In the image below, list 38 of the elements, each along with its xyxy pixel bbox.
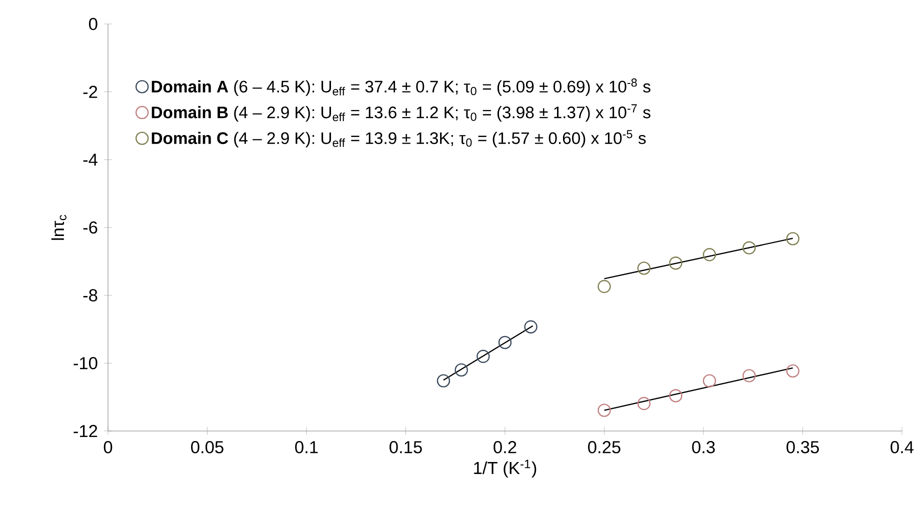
point	[702, 248, 716, 262]
x-tick-label: 0.2	[494, 441, 516, 454]
point	[669, 256, 682, 270]
point	[454, 363, 468, 377]
point	[669, 389, 682, 402]
point	[637, 396, 651, 410]
y-tick-label: -2	[83, 86, 98, 98]
y-tick-label: 0	[88, 18, 98, 30]
y-tick-label: -10	[74, 357, 98, 370]
y-tick-label: -4	[83, 154, 98, 166]
y-tick-label: -12	[74, 424, 98, 438]
point	[742, 241, 756, 254]
x-tick-label: 0.25	[588, 441, 620, 454]
point	[786, 364, 800, 378]
x-tick-label: 0.35	[786, 441, 819, 454]
point	[598, 404, 611, 417]
point	[637, 262, 651, 275]
x-tick-label: 0.05	[191, 441, 224, 454]
legend-label: Domain C (4 – 2.9 K): U$_{eff}$ = 13.9 ± 1.3K; τ$_{0}$ = (1.57 ± 0.60) x 10$^{-5}$ s	[152, 130, 646, 148]
point	[742, 369, 756, 382]
x-tick-label: 0	[104, 441, 112, 454]
x-tick-label: 0.1	[295, 441, 318, 454]
y-tick-label: -6	[83, 221, 98, 234]
y-tick-label: -8	[83, 289, 98, 302]
point	[786, 232, 800, 246]
x-tick-label: 0.4	[890, 441, 914, 454]
y-axis-title: lnτ$_{c}$	[51, 214, 66, 240]
point	[436, 374, 450, 388]
x-axis-title: 1/T (K$^{-1}$)	[474, 460, 536, 478]
x-tick-label: 0.15	[390, 441, 422, 454]
point	[524, 320, 538, 334]
legend-label: Domain A (6 – 4.5 K): U$_{eff}$ = 37.4 ± 0.7 K; τ$_{0}$ = (5.09 ± 0.69) x 10$^{-8}$ s	[152, 78, 650, 96]
legend-label: Domain B (4 – 2.9 K): U$_{eff}$ = 13.6 ± 1.2 K; τ$_{0}$ = (3.98 ± 1.37) x 10$^{-7}$ s	[152, 104, 650, 122]
point	[476, 350, 490, 363]
x-tick-label: 0.3	[692, 441, 715, 454]
point	[598, 280, 611, 294]
point	[702, 374, 716, 388]
point	[498, 336, 512, 350]
